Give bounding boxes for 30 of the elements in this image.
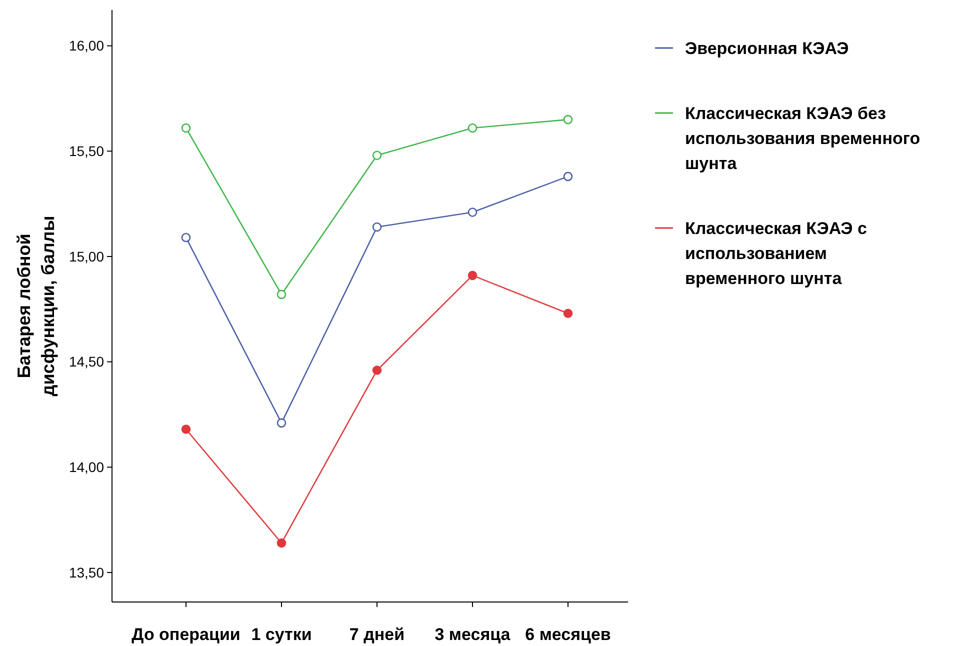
y-tick-label: 16,00 [68,38,104,54]
point [468,270,478,280]
point [372,222,382,232]
y-tick-label: 14,50 [68,354,104,370]
point [181,424,191,434]
legend-label: Эверсионная КЭАЭ [685,39,849,58]
point [181,123,191,133]
point [372,150,382,160]
point [276,290,286,300]
y-axis-title: Батарея лобной дисфункции, баллы [14,216,58,396]
point [468,123,478,133]
x-tick-label: 7 дней [349,625,405,644]
point [563,172,573,182]
point [563,114,573,124]
legend-label: Классическая КЭАЭ с использованием временного шунта [685,219,867,288]
y-tick-label: 15,50 [68,143,104,160]
point [468,208,478,217]
point [563,308,573,318]
x-tick-label: 3 месяца [434,625,511,644]
x-tick-label: 6 месяцев [525,625,611,644]
point [181,232,191,242]
point [276,418,286,428]
legend-label: Классическая КЭАЭ без использования временного шунта [685,104,920,173]
y-tick-label: 14,00 [68,459,104,476]
y-tick-label: 15,00 [68,248,104,264]
x-tick-label: До операции [132,625,240,644]
x-tick-label: 1 сутки [251,625,312,644]
y-tick-label: 13,50 [68,564,104,580]
point [372,366,382,375]
point [276,538,286,548]
